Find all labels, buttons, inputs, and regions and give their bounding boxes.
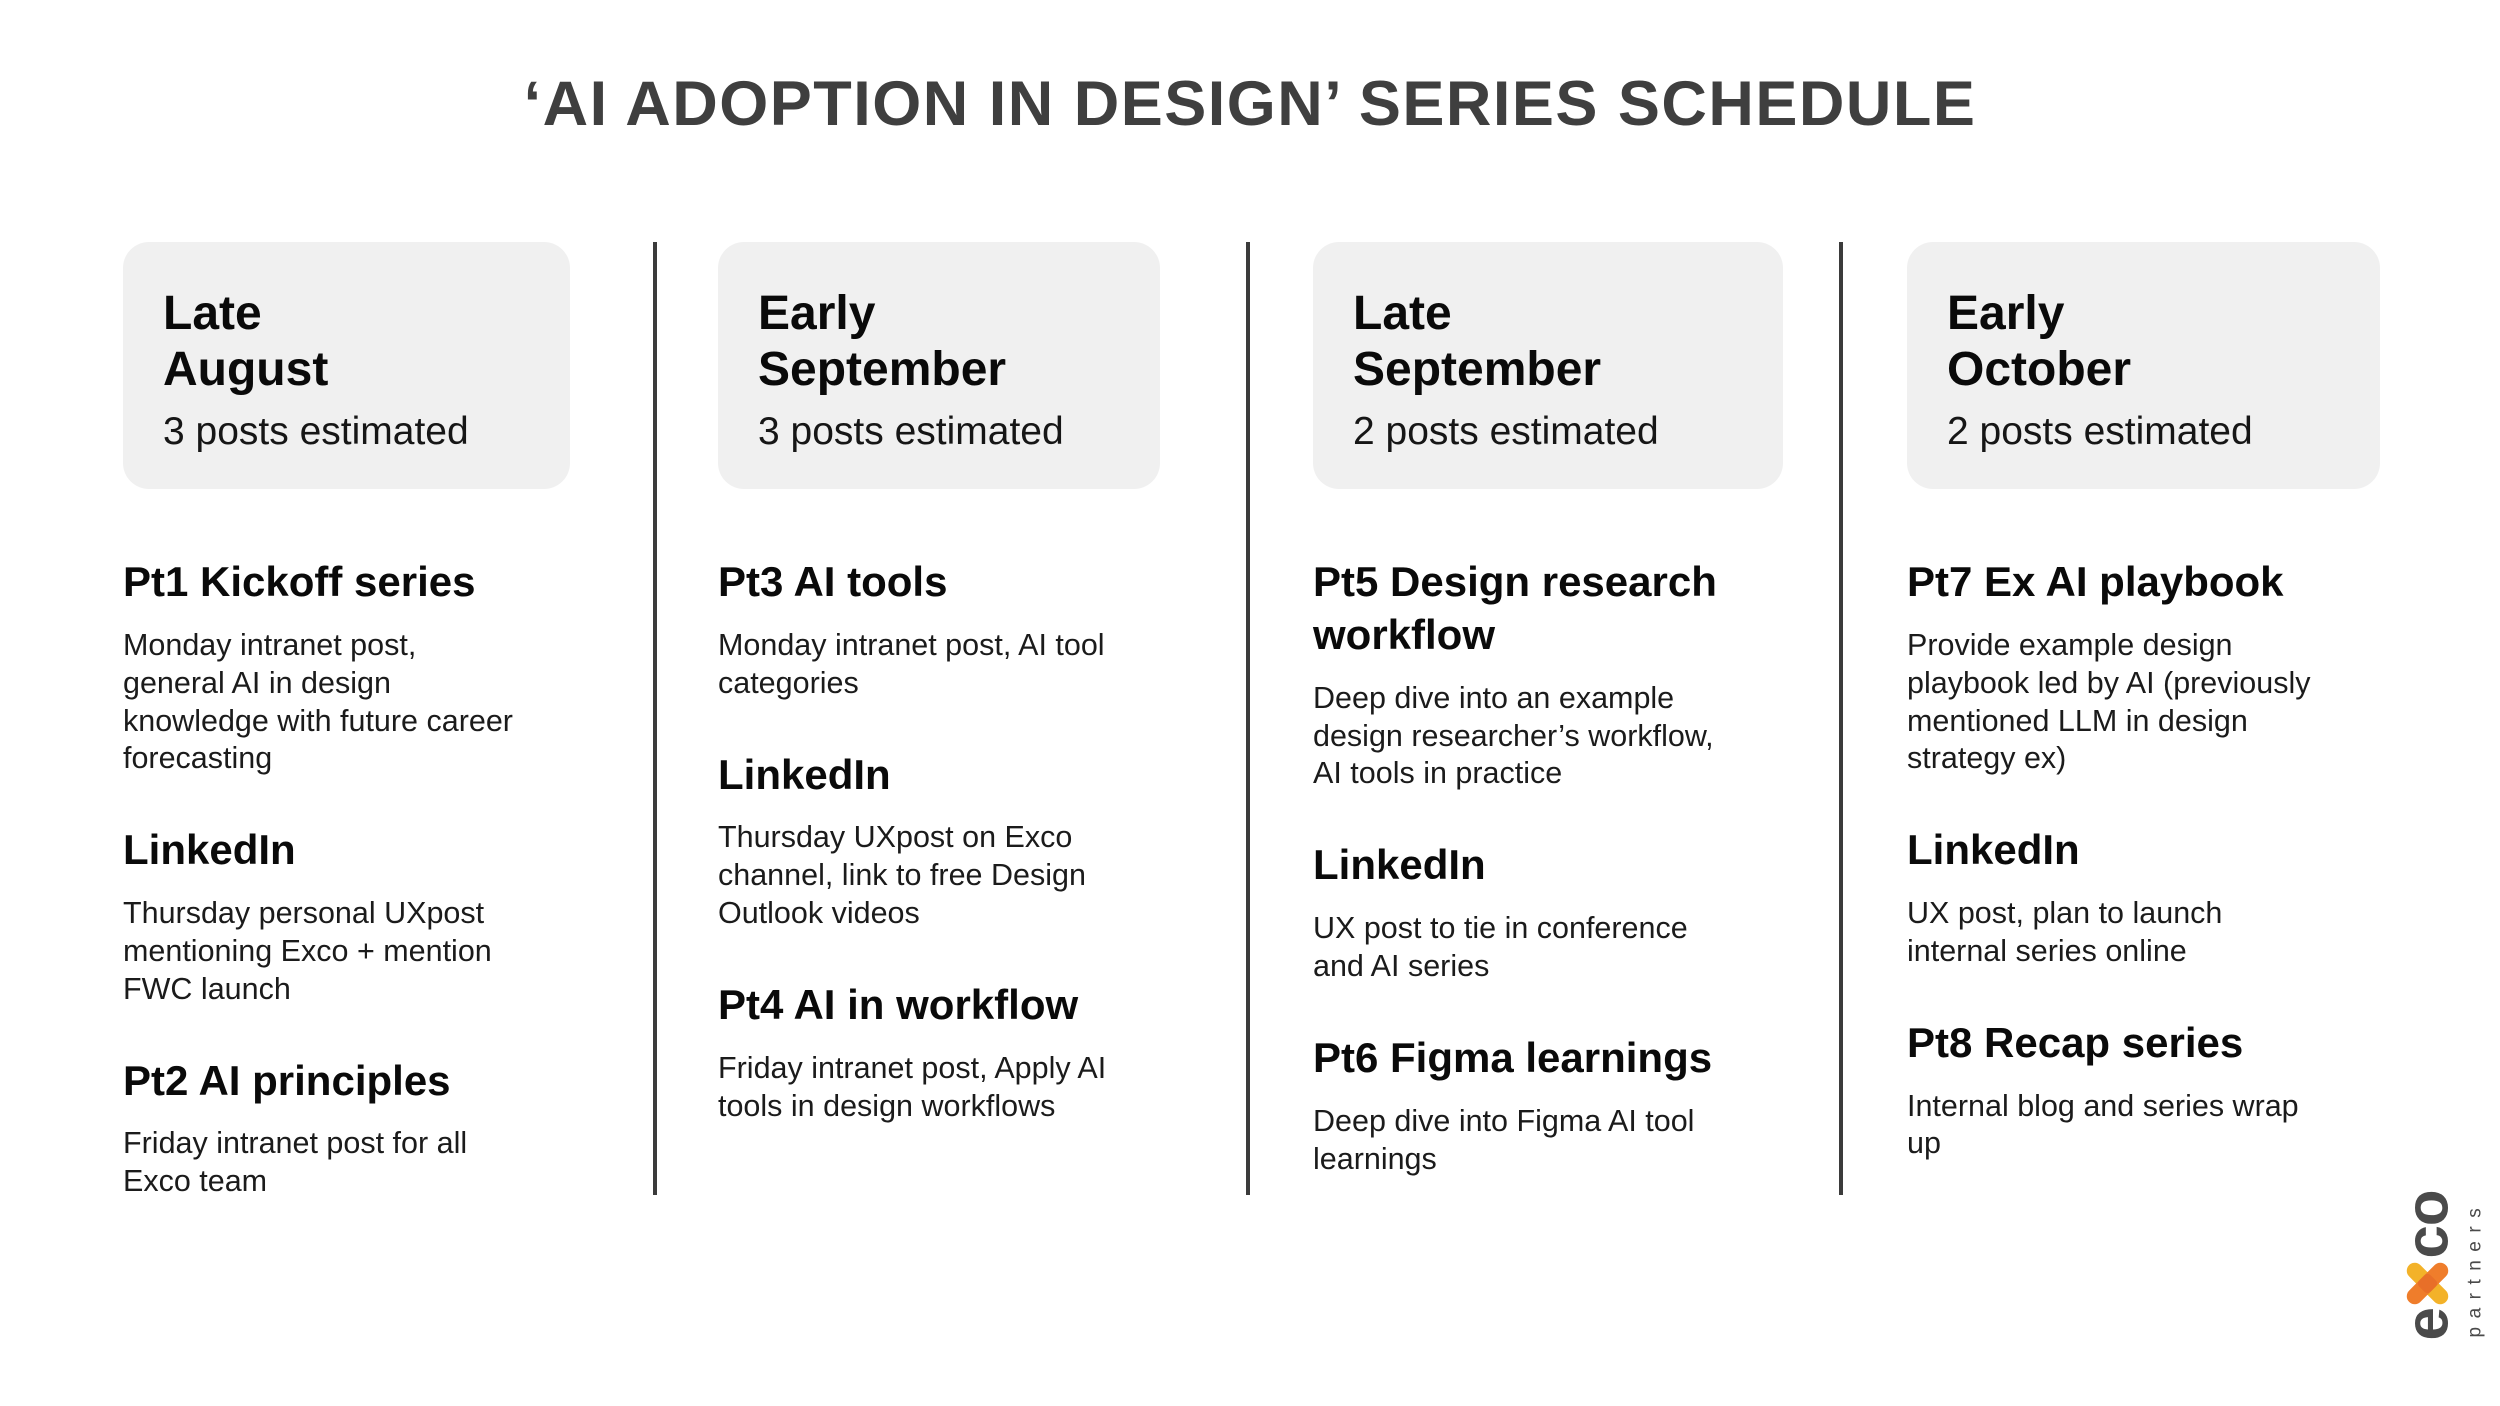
period-line1: Late bbox=[163, 287, 262, 340]
logo-x-icon bbox=[2403, 1259, 2452, 1308]
column-late-august: Late August 3 posts estimated Pt1 Kickoff… bbox=[123, 242, 574, 1247]
post-heading: LinkedIn bbox=[1313, 841, 1486, 889]
post-heading: Pt2 AI principles bbox=[123, 1056, 451, 1104]
period-line2: August bbox=[163, 343, 329, 397]
period-label: Early October bbox=[1947, 286, 2340, 398]
post-heading: Pt5 Design research workflow bbox=[1313, 558, 1717, 658]
exco-partners-logo: e co partners bbox=[2393, 1190, 2493, 1341]
period-card: Early September 3 posts estimated bbox=[718, 242, 1160, 489]
column-divider-3 bbox=[1839, 242, 1843, 1195]
period-card: Early October 2 posts estimated bbox=[1907, 242, 2380, 489]
post-description: Friday intranet post, Apply AI tools in … bbox=[718, 1050, 1107, 1123]
post-description: UX post to tie in conference and AI seri… bbox=[1313, 911, 1688, 983]
posts-estimate: 3 posts estimated bbox=[758, 410, 1064, 454]
period-line1: Late bbox=[1353, 287, 1452, 340]
column-body: Pt7 Ex AI playbook Provide example desig… bbox=[1907, 556, 2389, 1163]
period-label: Late August bbox=[163, 286, 530, 398]
post-description: Monday intranet post, general AI in desi… bbox=[123, 627, 513, 776]
period-card: Late September 2 posts estimated bbox=[1313, 242, 1783, 489]
posts-estimate: 3 posts estimated bbox=[163, 410, 469, 454]
post-section: LinkedIn UX post, plan to launch interna… bbox=[1907, 824, 2389, 971]
period-line2: September bbox=[1353, 343, 1602, 397]
post-heading: Pt4 AI in workflow bbox=[718, 980, 1079, 1028]
post-heading: Pt1 Kickoff series bbox=[123, 558, 476, 605]
period-line2: October bbox=[1947, 343, 2132, 397]
period-line1: Early bbox=[1947, 287, 2065, 340]
logo-tagline: partners bbox=[2464, 1199, 2486, 1338]
column-late-september: Late September 2 posts estimated Pt5 Desi… bbox=[1313, 242, 1793, 1224]
post-description: Deep dive into Figma AI tool learnings bbox=[1313, 1103, 1695, 1176]
post-heading: Pt8 Recap series bbox=[1907, 1018, 2244, 1066]
post-heading: LinkedIn bbox=[123, 826, 296, 874]
post-description: Deep dive into an example design researc… bbox=[1313, 680, 1714, 791]
post-description: UX post, plan to launch internal series … bbox=[1907, 896, 2223, 968]
post-section: LinkedIn UX post to tie in conference an… bbox=[1313, 839, 1793, 986]
post-section: Pt5 Design research workflow Deep dive i… bbox=[1313, 556, 1793, 793]
post-section: Pt2 AI principles Friday intranet post f… bbox=[123, 1055, 574, 1202]
post-description: Thursday UXpost on Exco channel, link to… bbox=[718, 820, 1086, 931]
post-description: Monday intranet post, AI tool categories bbox=[718, 627, 1105, 700]
post-section: Pt8 Recap series Internal blog and serie… bbox=[1907, 1017, 2389, 1164]
post-heading: Pt6 Figma learnings bbox=[1313, 1033, 1713, 1081]
logo-wordmark: e co bbox=[2393, 1190, 2461, 1341]
period-line2: September bbox=[758, 343, 1007, 397]
post-description: Friday intranet post for all Exco team bbox=[123, 1126, 468, 1199]
post-section: LinkedIn Thursday personal UXpost mentio… bbox=[123, 824, 574, 1008]
period-line1: Early bbox=[758, 287, 876, 340]
post-section: Pt7 Ex AI playbook Provide example desig… bbox=[1907, 556, 2389, 778]
period-card: Late August 3 posts estimated bbox=[123, 242, 570, 489]
post-heading: LinkedIn bbox=[718, 750, 891, 798]
post-description: Thursday personal UXpost mentioning Exco… bbox=[123, 896, 492, 1006]
period-label: Early September bbox=[758, 286, 1120, 398]
column-body: Pt5 Design research workflow Deep dive i… bbox=[1313, 556, 1793, 1178]
column-divider-1 bbox=[653, 242, 657, 1195]
posts-estimate: 2 posts estimated bbox=[1353, 410, 1659, 454]
post-section: Pt1 Kickoff series Monday intranet post,… bbox=[123, 556, 574, 778]
logo-letter-e: e bbox=[2393, 1308, 2461, 1341]
post-section: Pt3 AI tools Monday intranet post, AI to… bbox=[718, 556, 1169, 703]
post-heading: LinkedIn bbox=[1907, 826, 2080, 874]
post-section: Pt6 Figma learnings Deep dive into Figma… bbox=[1313, 1032, 1793, 1179]
post-section: Pt4 AI in workflow Friday intranet post,… bbox=[718, 979, 1169, 1126]
column-early-october: Early October 2 posts estimated Pt7 Ex AI… bbox=[1907, 242, 2389, 1209]
post-heading: Pt3 AI tools bbox=[718, 558, 948, 605]
column-early-september: Early September 3 posts estimated Pt3 AI … bbox=[718, 242, 1169, 1171]
column-body: Pt1 Kickoff series Monday intranet post,… bbox=[123, 556, 574, 1201]
post-heading: Pt7 Ex AI playbook bbox=[1907, 558, 2284, 605]
column-divider-2 bbox=[1246, 242, 1250, 1195]
period-label: Late September bbox=[1353, 286, 1743, 398]
post-description: Provide example design playbook led by A… bbox=[1907, 627, 2311, 776]
page-title: ‘AI ADOPTION IN DESIGN’ SERIES SCHEDULE bbox=[523, 69, 1977, 139]
column-body: Pt3 AI tools Monday intranet post, AI to… bbox=[718, 556, 1169, 1125]
post-section: LinkedIn Thursday UXpost on Exco channel… bbox=[718, 749, 1169, 933]
post-description: Internal blog and series wrap up bbox=[1907, 1088, 2299, 1161]
logo-letters-co: co bbox=[2393, 1190, 2461, 1259]
posts-estimate: 2 posts estimated bbox=[1947, 410, 2253, 454]
